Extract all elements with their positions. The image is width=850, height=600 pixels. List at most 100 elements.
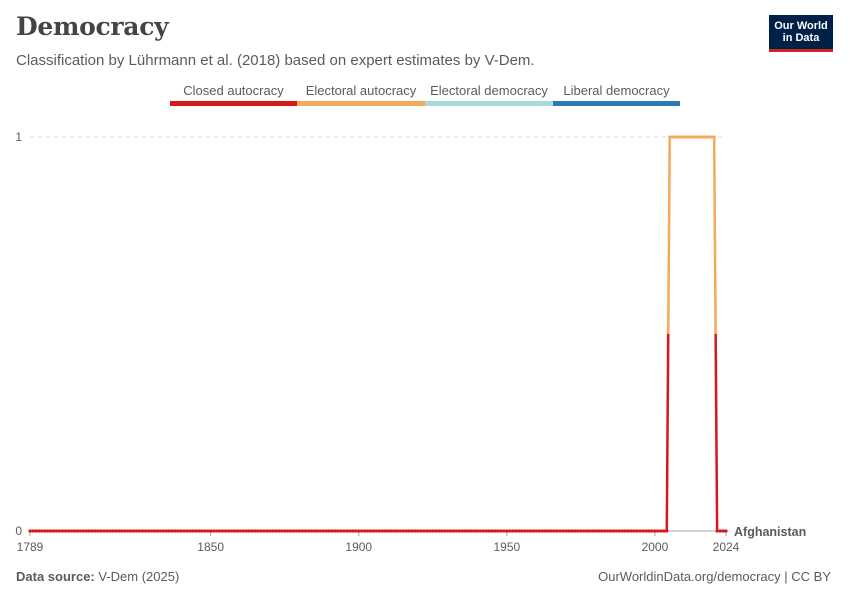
data-point	[345, 529, 349, 533]
data-point	[49, 529, 53, 533]
data-point	[348, 529, 352, 533]
data-point	[46, 529, 50, 533]
data-point	[448, 529, 453, 533]
data-point	[475, 529, 479, 533]
data-point	[659, 529, 663, 533]
data-point	[354, 529, 358, 533]
data-point	[585, 529, 589, 533]
data-point	[478, 529, 482, 533]
data-point	[555, 529, 559, 533]
data-point	[505, 529, 509, 533]
data-point	[123, 529, 127, 533]
footer-link[interactable]: OurWorldinData.org/democracy | CC BY	[598, 569, 831, 584]
data-point	[579, 529, 583, 533]
data-point	[194, 529, 198, 533]
data-point	[259, 529, 263, 533]
data-point	[614, 529, 619, 533]
data-point	[173, 529, 177, 533]
data-point	[706, 135, 710, 139]
data-point	[212, 529, 216, 533]
data-point	[277, 529, 281, 533]
source-value[interactable]: V-Dem (2025)	[98, 569, 180, 584]
data-point	[721, 529, 725, 533]
data-point	[463, 529, 467, 533]
data-point	[546, 529, 550, 533]
legend-item-electoral-democracy[interactable]: Electoral democracy	[425, 83, 553, 106]
data-point	[724, 529, 728, 533]
data-point	[576, 529, 580, 533]
data-point	[87, 529, 91, 533]
data-point	[561, 529, 565, 533]
data-point	[383, 529, 388, 533]
data-point	[431, 529, 435, 533]
data-point	[90, 529, 94, 533]
data-point	[114, 529, 118, 533]
data-point	[457, 529, 462, 533]
data-point	[534, 529, 539, 533]
data-point	[620, 529, 624, 533]
data-point	[342, 529, 346, 533]
data-point	[419, 529, 423, 533]
data-point	[176, 529, 180, 533]
owid-logo[interactable]: Our World in Data	[769, 15, 833, 52]
data-point	[443, 529, 447, 533]
data-point	[318, 529, 322, 533]
data-point	[28, 529, 32, 533]
data-point	[677, 135, 681, 139]
legend-item-liberal-democracy[interactable]: Liberal democracy	[553, 83, 680, 106]
data-point	[685, 135, 690, 139]
data-point	[600, 529, 604, 533]
data-point	[321, 529, 325, 533]
data-point	[454, 529, 459, 533]
data-point	[632, 529, 636, 533]
data-point	[78, 529, 82, 533]
data-point	[102, 529, 106, 533]
data-point	[496, 529, 500, 533]
data-point	[96, 529, 100, 533]
data-point	[691, 135, 696, 139]
data-point	[235, 529, 239, 533]
data-point	[582, 529, 586, 533]
data-point	[543, 529, 547, 533]
series-label-afghanistan[interactable]: Afghanistan	[734, 525, 806, 539]
data-point	[466, 529, 470, 533]
data-point	[374, 529, 379, 533]
data-point	[389, 529, 393, 533]
data-point	[336, 529, 340, 533]
data-point	[108, 529, 112, 533]
data-point	[294, 529, 299, 533]
x-tick-label: 1900	[345, 540, 372, 554]
data-point	[425, 529, 429, 533]
data-point	[674, 135, 678, 139]
data-point	[72, 529, 77, 533]
data-point	[274, 529, 278, 533]
data-point	[404, 529, 408, 533]
data-point	[531, 529, 536, 533]
data-point	[641, 529, 645, 533]
legend-item-closed-autocracy[interactable]: Closed autocracy	[170, 83, 297, 106]
data-point	[570, 529, 574, 533]
data-point	[484, 529, 488, 533]
data-point	[185, 529, 189, 533]
data-point	[155, 529, 159, 533]
data-point	[303, 529, 308, 533]
chart-title: Democracy	[16, 12, 169, 41]
data-point	[247, 529, 251, 533]
series-transition	[665, 333, 670, 532]
data-point	[366, 529, 370, 533]
data-point	[502, 529, 506, 533]
data-point	[226, 529, 231, 533]
data-point	[617, 529, 621, 533]
legend-item-electoral-autocracy[interactable]: Electoral autocracy	[297, 83, 425, 106]
data-point	[58, 529, 62, 533]
x-tick-label: 1950	[493, 540, 520, 554]
data-point	[170, 529, 174, 533]
data-point	[629, 529, 633, 533]
data-point	[43, 529, 47, 533]
data-point	[552, 529, 556, 533]
data-point	[244, 529, 248, 533]
data-point	[650, 529, 654, 533]
data-point	[540, 529, 544, 533]
data-point	[451, 529, 456, 533]
data-point	[297, 529, 302, 533]
